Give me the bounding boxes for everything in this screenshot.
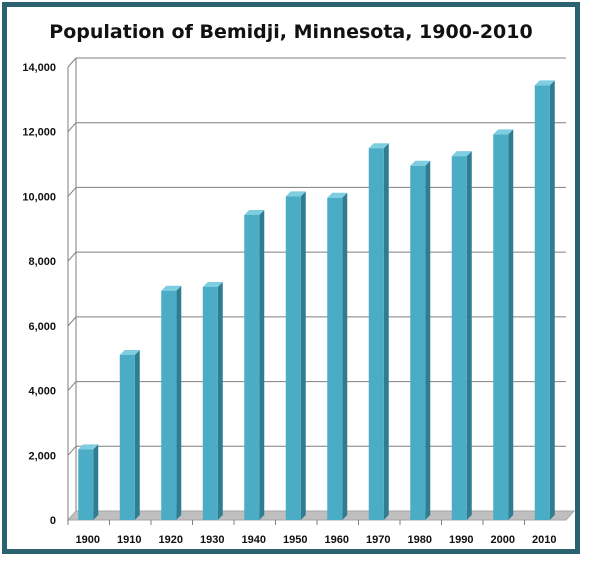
x-tick-label-1980: 1980 — [408, 534, 432, 546]
x-tick-label-1960: 1960 — [325, 534, 349, 546]
gridline-4000-depth — [67, 381, 77, 391]
bar-1920 — [161, 290, 177, 520]
bar-top-1960 — [327, 192, 348, 198]
x-tick-label-1930: 1930 — [200, 534, 224, 546]
bar-top-1910 — [119, 350, 140, 356]
gridline-6000-depth — [67, 316, 77, 327]
x-tick-label-1920: 1920 — [159, 534, 183, 546]
gridline-12000-depth — [67, 122, 77, 133]
bar-1990 — [451, 156, 467, 520]
gridline-8000-depth — [67, 251, 77, 262]
bar-top-1950 — [285, 191, 306, 197]
bar-side-1970 — [383, 143, 389, 520]
bar-top-1980 — [410, 160, 431, 166]
bar-2010 — [534, 85, 550, 520]
x-tick-label-2000: 2000 — [491, 534, 515, 546]
bar-side-1960 — [342, 192, 348, 520]
y-tick-label-6000: 6,000 — [28, 321, 56, 333]
y-tick-label-10000: 10,000 — [22, 191, 56, 203]
bar-side-1980 — [425, 160, 431, 520]
bar-1940 — [244, 214, 260, 520]
bar-1950 — [285, 196, 301, 520]
bar-1980 — [410, 165, 426, 520]
bar-top-1920 — [161, 285, 182, 291]
y-tick-label-12000: 12,000 — [22, 127, 56, 139]
bar-side-2010 — [549, 80, 555, 520]
x-tick-label-1910: 1910 — [117, 534, 141, 546]
bar-side-1930 — [217, 281, 223, 520]
bar-side-1990 — [466, 151, 472, 521]
x-tick-label-1940: 1940 — [242, 534, 266, 546]
y-tick-label-0: 0 — [50, 515, 56, 527]
y-tick-label-2000: 2,000 — [28, 450, 56, 462]
bar-side-1940 — [259, 209, 265, 520]
y-tick-label-8000: 8,000 — [28, 256, 56, 268]
bar-1930 — [202, 286, 218, 520]
bar-1960 — [327, 197, 343, 520]
bar-side-1920 — [176, 285, 182, 520]
bar-top-1990 — [451, 151, 472, 157]
bar-1970 — [368, 148, 384, 520]
bar-top-1970 — [368, 143, 389, 149]
x-tick-label-1950: 1950 — [283, 534, 307, 546]
bar-1900 — [78, 449, 94, 520]
bar-top-1930 — [202, 281, 223, 287]
x-tick-label-1900: 1900 — [76, 534, 100, 546]
gridline-2000-depth — [67, 445, 77, 456]
x-tick-label-1990: 1990 — [449, 534, 473, 546]
bar-side-1900 — [93, 444, 99, 520]
bar-side-1910 — [134, 350, 140, 520]
bar-1910 — [119, 355, 135, 520]
bar-2000 — [493, 134, 509, 520]
bar-side-2000 — [508, 129, 514, 520]
x-tick-label-2010: 2010 — [532, 534, 556, 546]
bar-side-1950 — [300, 191, 306, 520]
bar-top-2000 — [493, 129, 514, 135]
bar-top-2010 — [534, 80, 555, 86]
bar-top-1900 — [78, 444, 99, 450]
x-tick-label-1970: 1970 — [366, 534, 390, 546]
gridline-14000-depth — [67, 57, 77, 68]
y-tick-label-14000: 14,000 — [22, 62, 56, 74]
chart-title: Population of Bemidji, Minnesota, 1900-2… — [49, 21, 533, 43]
bar-top-1940 — [244, 209, 265, 215]
gridline-10000-depth — [67, 187, 77, 197]
y-tick-label-4000: 4,000 — [28, 386, 56, 398]
